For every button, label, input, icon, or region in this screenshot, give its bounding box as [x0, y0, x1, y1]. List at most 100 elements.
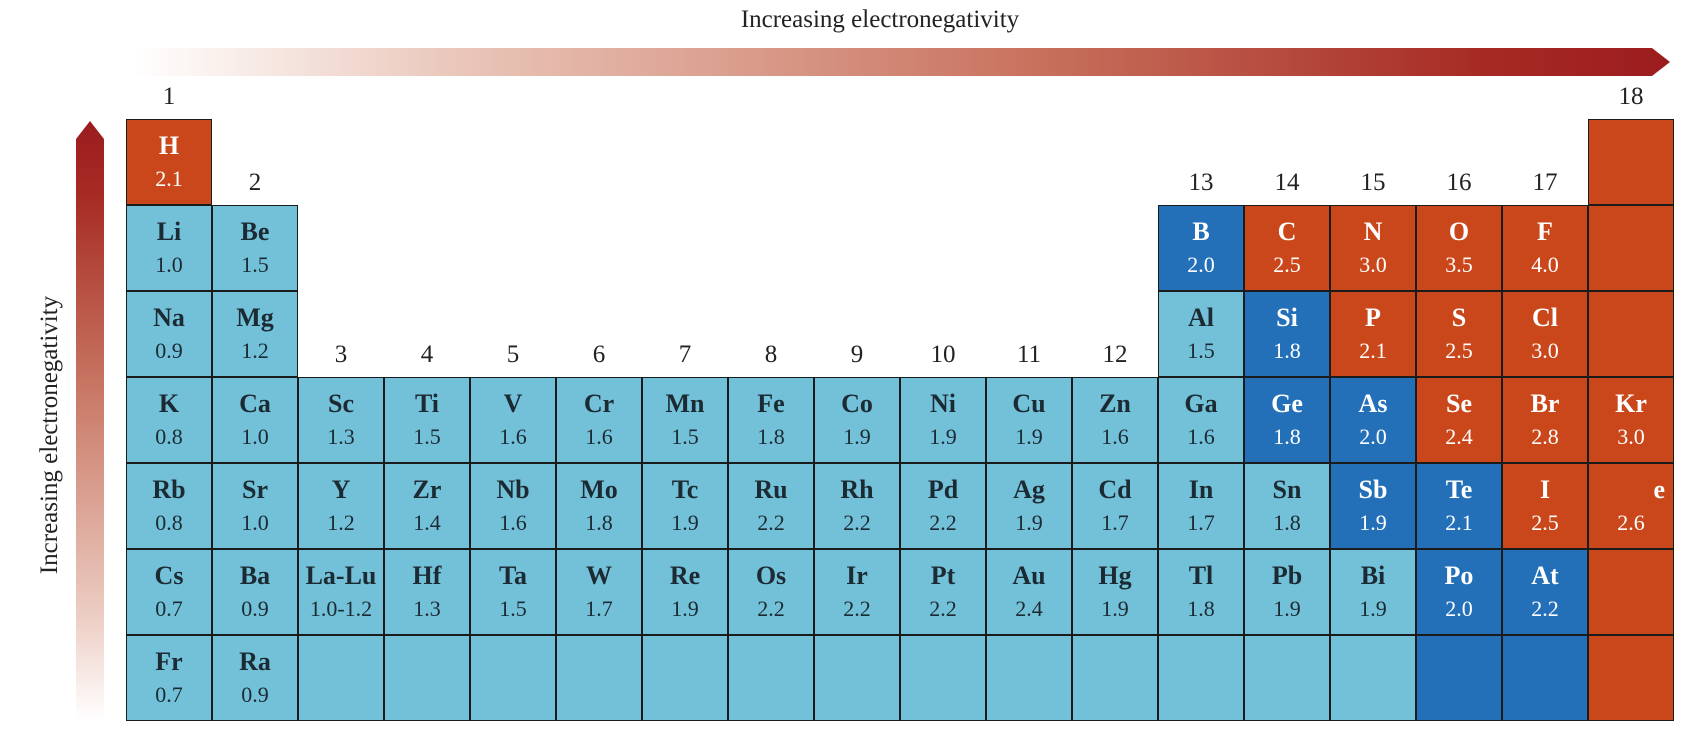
electronegativity-value: 2.2	[757, 596, 785, 621]
element-symbol: Sc	[328, 389, 354, 418]
element-symbol: e	[1653, 475, 1665, 504]
element-cell-ta: Ta 1.5	[470, 549, 556, 635]
electronegativity-value: 2.4	[1015, 596, 1043, 621]
electronegativity-value: 0.8	[155, 424, 183, 449]
element-cell-ge: Ge 1.8	[1244, 377, 1330, 463]
electronegativity-value: 1.0	[241, 424, 269, 449]
element-symbol: C	[1277, 217, 1297, 246]
element-cell-co: Co 1.9	[814, 377, 900, 463]
element-symbol: Te	[1445, 475, 1473, 504]
element-cell-se: Se 2.4	[1416, 377, 1502, 463]
element-cell-p: P 2.1	[1330, 291, 1416, 377]
element-cell-fe: Fe 1.8	[728, 377, 814, 463]
element-cell-in: In 1.7	[1158, 463, 1244, 549]
electronegativity-value: 3.0	[1617, 424, 1645, 449]
electronegativity-value: 1.7	[585, 596, 613, 621]
element-cell-f: F 4.0	[1502, 205, 1588, 291]
electronegativity-value: 1.9	[1015, 510, 1043, 535]
element-cell-kr: Kr 3.0	[1588, 377, 1674, 463]
empty-cell-p7-g5	[470, 635, 556, 721]
element-symbol: Se	[1446, 389, 1472, 418]
electronegativity-value: 1.8	[1273, 338, 1301, 363]
element-cell-sn: Sn 1.8	[1244, 463, 1330, 549]
element-cell-al: Al 1.5	[1158, 291, 1244, 377]
group-number-6: 6	[592, 341, 606, 368]
element-cell-ba: Ba 0.9	[212, 549, 298, 635]
element-symbol: In	[1188, 475, 1214, 504]
element-symbol: Pd	[927, 475, 959, 504]
electronegativity-value: 0.9	[155, 338, 183, 363]
element-symbol: Tc	[671, 475, 699, 504]
element-symbol: Pt	[930, 561, 956, 590]
electronegativity-value: 3.0	[1531, 338, 1559, 363]
electronegativity-value: 1.4	[413, 510, 441, 535]
electronegativity-value: 1.9	[671, 510, 699, 535]
electronegativity-value: 2.2	[843, 510, 871, 535]
electronegativity-value: 1.0-1.2	[309, 596, 373, 621]
element-symbol: Be	[240, 217, 270, 246]
empty-cell-p3-g18	[1588, 291, 1674, 377]
electronegativity-value: 1.0	[241, 510, 269, 535]
element-symbol: Co	[841, 389, 873, 418]
element-symbol: Ca	[239, 389, 271, 418]
element-symbol: Ta	[499, 561, 527, 590]
element-cell-cs: Cs 0.7	[126, 549, 212, 635]
element-symbol: La-Lu	[305, 561, 377, 590]
element-symbol: Cd	[1098, 475, 1132, 504]
element-symbol: Rb	[152, 475, 186, 504]
electronegativity-value: 1.3	[413, 596, 441, 621]
electronegativity-value: 1.8	[1187, 596, 1215, 621]
group-number-17: 17	[1532, 169, 1558, 196]
electronegativity-value: 2.5	[1445, 338, 1473, 363]
element-symbol: Ir	[846, 561, 868, 590]
electronegativity-value: 1.9	[1273, 596, 1301, 621]
electronegativity-value: 0.9	[241, 682, 269, 707]
electronegativity-value: 0.8	[155, 510, 183, 535]
element-symbol: Ga	[1184, 389, 1218, 418]
element-cell-hf: Hf 1.3	[384, 549, 470, 635]
electronegativity-value: 2.0	[1445, 596, 1473, 621]
element-cell-au: Au 2.4	[986, 549, 1072, 635]
element-symbol: Ra	[239, 647, 271, 676]
element-symbol: Al	[1188, 303, 1214, 332]
electronegativity-value: 1.9	[1359, 510, 1387, 535]
empty-cell-p6-g18	[1588, 549, 1674, 635]
empty-cell-p7-g16	[1416, 635, 1502, 721]
element-cell-mo: Mo 1.8	[556, 463, 642, 549]
empty-cell-p7-g7	[642, 635, 728, 721]
empty-cell-p2-g18	[1588, 205, 1674, 291]
electronegativity-value: 2.2	[929, 596, 957, 621]
element-symbol: Cs	[154, 561, 184, 590]
element-symbol: Os	[755, 561, 787, 590]
element-symbol: Sn	[1272, 475, 1302, 504]
element-cell-pb: Pb 1.9	[1244, 549, 1330, 635]
element-cell-pt: Pt 2.2	[900, 549, 986, 635]
element-cell-pd: Pd 2.2	[900, 463, 986, 549]
empty-cell-p7-g17	[1502, 635, 1588, 721]
electronegativity-value: 1.9	[929, 424, 957, 449]
element-symbol: Ag	[1013, 475, 1045, 504]
element-cell-i: I 2.5	[1502, 463, 1588, 549]
element-symbol: Hf	[412, 561, 442, 590]
element-cell-os: Os 2.2	[728, 549, 814, 635]
electronegativity-value: 1.9	[843, 424, 871, 449]
element-symbol: Po	[1444, 561, 1474, 590]
electronegativity-value: 1.8	[1273, 424, 1301, 449]
electronegativity-value: 1.6	[499, 424, 527, 449]
element-symbol: Pb	[1271, 561, 1303, 590]
element-symbol: Si	[1276, 303, 1298, 332]
group-number-8: 8	[764, 341, 778, 368]
element-symbol: Ti	[414, 389, 440, 418]
element-cell-mn: Mn 1.5	[642, 377, 728, 463]
electronegativity-value: 2.2	[843, 596, 871, 621]
element-cell-si: Si 1.8	[1244, 291, 1330, 377]
element-cell-ru: Ru 2.2	[728, 463, 814, 549]
element-cell-tl: Tl 1.8	[1158, 549, 1244, 635]
element-symbol: Br	[1530, 389, 1560, 418]
element-symbol: Nb	[496, 475, 530, 504]
empty-cell-p7-g9	[814, 635, 900, 721]
element-symbol: Li	[156, 217, 182, 246]
element-cell-hg: Hg 1.9	[1072, 549, 1158, 635]
group-number-1: 1	[162, 83, 176, 110]
element-cell-k: K 0.8	[126, 377, 212, 463]
